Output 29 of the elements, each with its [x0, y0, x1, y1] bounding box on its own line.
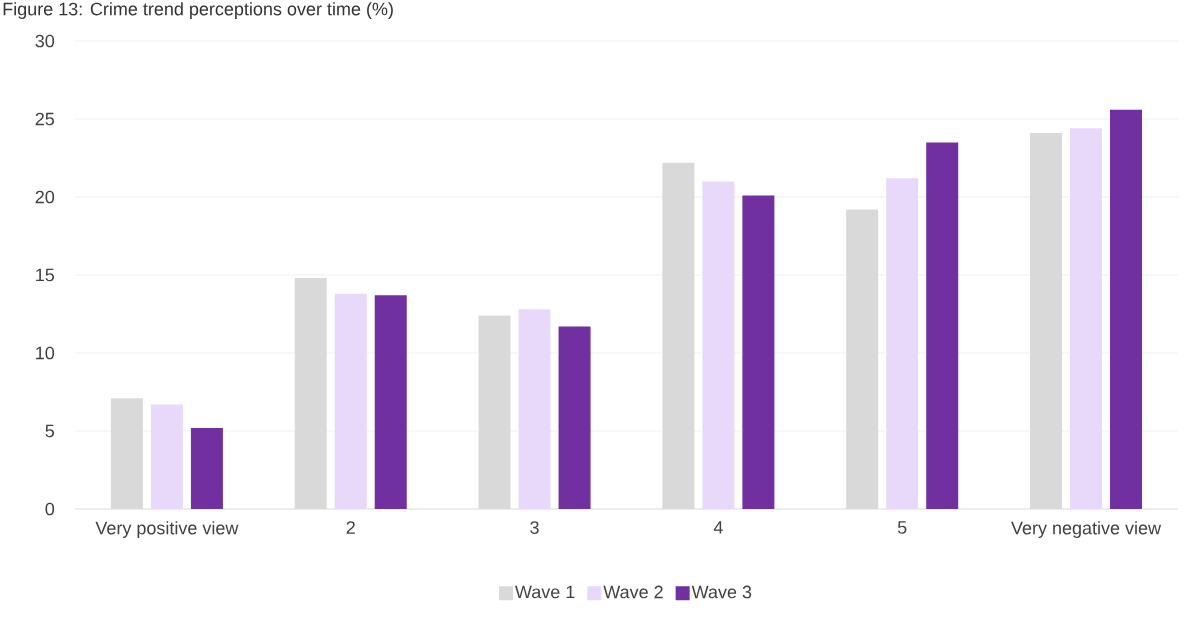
legend-label: Wave 3 — [691, 585, 752, 599]
x-tick-label: 3 — [530, 521, 539, 534]
bar — [1110, 109, 1143, 509]
bar — [886, 178, 919, 509]
y-tick-label: 15 — [36, 268, 55, 282]
bar — [190, 427, 223, 509]
bar — [742, 195, 775, 509]
x-tick-label: Very positive view — [95, 521, 239, 538]
x-tick-label: 5 — [897, 521, 907, 534]
x-tick-label: 4 — [713, 521, 723, 534]
y-tick-label: 30 — [35, 34, 55, 48]
y-tick-label: 10 — [36, 346, 55, 360]
bar — [334, 293, 367, 509]
bar — [1070, 128, 1103, 509]
bar — [926, 142, 959, 509]
bar — [558, 326, 591, 509]
x-tick-label: Very negative view — [1011, 521, 1162, 538]
y-tick-label: 0 — [45, 502, 55, 516]
chart-title: Figure 13: Crime trend perceptions over time (%) — [3, 2, 393, 19]
bar — [702, 181, 735, 509]
bar — [518, 309, 551, 509]
legend-label: Wave 2 — [603, 585, 663, 599]
legend-label: Wave 1 — [515, 585, 575, 599]
y-tick-label: 20 — [35, 190, 55, 204]
bar — [374, 295, 407, 509]
x-tick-label: 2 — [346, 521, 355, 534]
y-tick-label: 25 — [35, 112, 55, 126]
bar — [150, 404, 183, 509]
y-tick-label: 5 — [45, 424, 55, 438]
